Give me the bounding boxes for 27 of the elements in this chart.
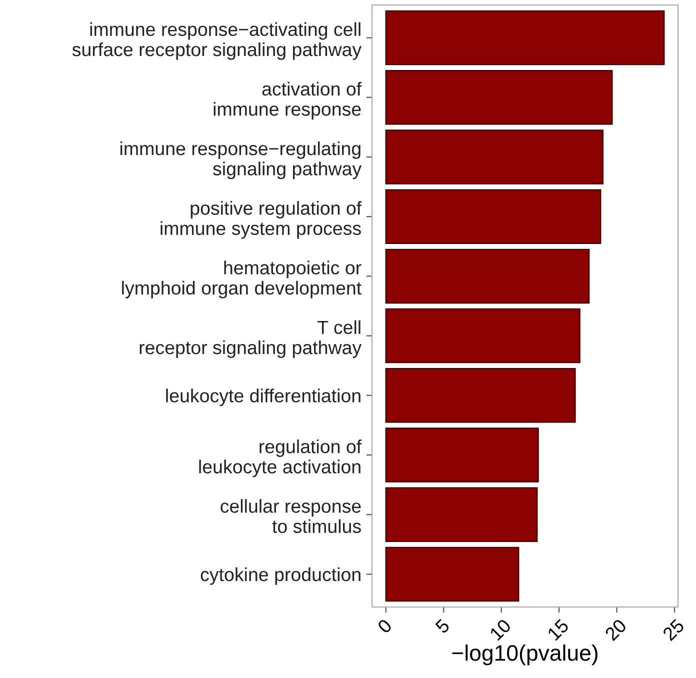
y-tick-label: hematopoietic or lymphoid organ development [122,260,362,298]
y-tick-label: activation of immune response [214,82,362,120]
bar [385,546,520,602]
bar [385,487,538,542]
x-tick-label: 20 [604,618,628,642]
x-tick-label: 5 [434,618,450,634]
y-tick-label: cytokine production [200,567,360,585]
y-tick-label: T cell receptor signaling pathway [140,320,362,358]
y-tick-label: immune response−regulating signaling pathway [120,141,362,180]
y-tick-label: leukocyte differentiation [166,388,360,406]
x-axis-title: −log10(pvalue) [452,644,598,666]
bar [385,368,576,423]
x-tick-label: 25 [662,618,685,642]
bar [385,189,602,244]
x-tick-label: 15 [547,618,570,641]
y-tick-label: cellular response to stimulus [220,499,361,534]
bar [385,308,580,364]
y-tick-label: positive regulation of immune system process [160,201,362,239]
x-tick-label: 0 [376,618,393,634]
bar [385,130,604,184]
bar [385,10,665,66]
x-tick-label: 10 [489,618,512,641]
bar [385,248,590,304]
bar [385,70,613,125]
bar [385,428,539,482]
y-tick-label: immune response−activating cell surface receptor signaling pathway [72,22,362,60]
y-tick-label: regulation of leukocyte activation [199,439,362,478]
